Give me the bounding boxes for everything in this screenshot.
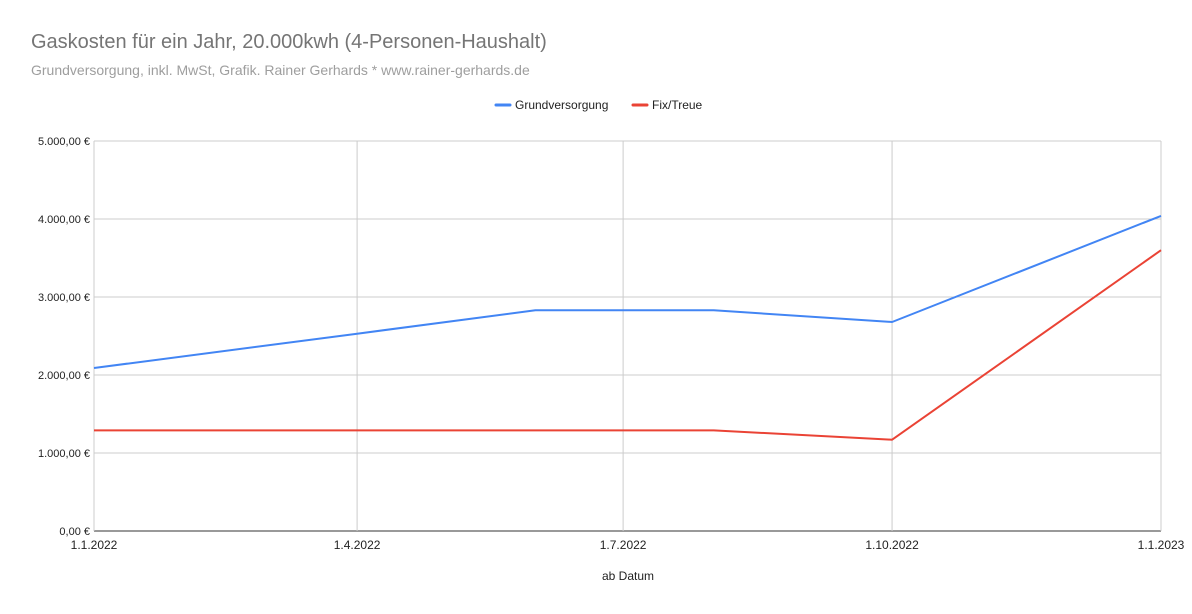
grid-lines xyxy=(93,140,1162,532)
x-tick-label: 1.1.2023 xyxy=(1138,538,1185,552)
x-axis: 1.1.2022 1.4.2022 1.7.2022 1.10.2022 1.1.202… xyxy=(71,538,1185,552)
legend-label: Fix/Treue xyxy=(652,98,703,112)
series-line-fix-treue xyxy=(94,249,1162,441)
legend-label: Grundversorgung xyxy=(515,98,608,112)
y-tick-label: 4.000,00 € xyxy=(38,214,90,226)
x-tick-label: 1.7.2022 xyxy=(600,538,647,552)
series-lines xyxy=(93,214,1162,441)
y-tick-label: 3.000,00 € xyxy=(38,292,90,304)
series-line-grundversorgung xyxy=(93,214,1162,369)
y-tick-label: 0,00 € xyxy=(59,526,90,538)
x-tick-label: 1.4.2022 xyxy=(334,538,381,552)
y-tick-label: 2.000,00 € xyxy=(38,370,90,382)
chart-subtitle: Grundversorgung, inkl. MwSt, Grafik. Rai… xyxy=(31,62,530,78)
x-axis-title: ab Datum xyxy=(602,569,654,583)
y-axis: 0,00 € 1.000,00 € 2.000,00 € 3.000,00 € 4.00… xyxy=(38,136,90,538)
chart-title: Gaskosten für ein Jahr, 20.000kwh (4-Per… xyxy=(31,31,547,53)
y-tick-label: 1.000,00 € xyxy=(38,448,90,460)
legend: Grundversorgung Fix/Treue xyxy=(494,98,703,112)
y-tick-label: 5.000,00 € xyxy=(38,136,90,148)
x-tick-label: 1.1.2022 xyxy=(71,538,118,552)
x-tick-label: 1.10.2022 xyxy=(865,538,919,552)
